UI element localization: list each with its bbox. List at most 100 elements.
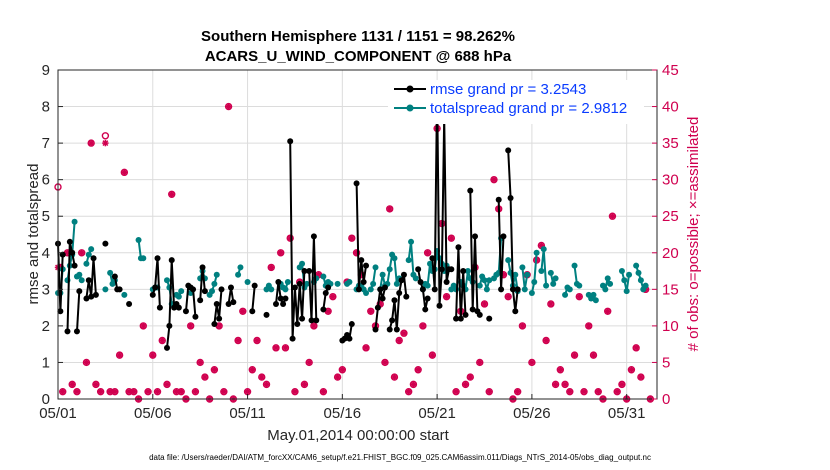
- rmse-point: [372, 326, 379, 333]
- spread-point: [621, 277, 628, 284]
- spread-point: [140, 255, 147, 262]
- y-tick-label-right: 5: [662, 354, 670, 371]
- spread-point: [637, 277, 644, 284]
- obs-assimilated-marker: [320, 388, 327, 395]
- spread-point: [562, 291, 569, 298]
- rmse-point: [149, 291, 156, 298]
- spread-point: [175, 293, 182, 300]
- spread-point: [531, 279, 538, 286]
- spread-point: [391, 255, 398, 262]
- rmse-point: [71, 262, 78, 269]
- obs-assimilated-marker: [168, 191, 175, 198]
- rmse-point: [507, 194, 514, 201]
- rmse-point: [154, 255, 161, 262]
- spread-point: [211, 280, 218, 287]
- obs-assimilated-marker: [239, 308, 247, 315]
- rmse-point: [197, 297, 204, 304]
- rmse-point: [251, 282, 258, 289]
- legend-spread-label: totalspread grand pr = 2.9812: [430, 100, 627, 117]
- obs-assimilated-marker: [424, 249, 431, 256]
- obs-assimilated-marker: [542, 337, 550, 344]
- obs-assimilated-marker: [282, 344, 289, 352]
- rmse-point: [431, 286, 438, 293]
- obs-assimilated-marker: [557, 366, 564, 373]
- rmse-point: [476, 311, 483, 318]
- rmse-point: [299, 315, 306, 322]
- legend: rmse grand pr = 3.2543 totalspread grand…: [388, 80, 644, 124]
- y-tick-label-right: 40: [662, 99, 679, 116]
- rmse-point: [460, 268, 467, 275]
- spread-point: [379, 271, 386, 278]
- rmse-point: [379, 295, 386, 302]
- spread-point: [566, 286, 573, 293]
- x-axis-label: May.01,2014 00:00:00 start: [267, 427, 449, 444]
- obs-assimilated-marker: [396, 337, 403, 344]
- rmse-point: [88, 293, 95, 300]
- rmse-point: [500, 233, 507, 240]
- obs-assimilated-marker: [102, 139, 109, 147]
- y-tick-label-right: 10: [662, 318, 679, 335]
- spread-point: [635, 269, 642, 276]
- spread-point: [213, 271, 220, 278]
- y-tick-label-right: 45: [662, 62, 679, 79]
- spread-point: [71, 218, 78, 225]
- obs-assimilated-marker: [211, 366, 218, 373]
- rmse-point: [386, 326, 393, 333]
- spread-point: [602, 286, 609, 293]
- obs-assimilated-marker: [481, 300, 488, 308]
- rmse-point: [168, 257, 175, 264]
- spread-point: [533, 249, 540, 256]
- rmse-point: [306, 268, 313, 275]
- spread-point: [543, 282, 550, 289]
- obs-assimilated-marker: [381, 359, 389, 366]
- y-tick-label-right: 20: [662, 245, 679, 262]
- obs-assimilated-marker: [429, 351, 436, 359]
- spread-point: [633, 262, 640, 269]
- plot-frame: [57, 69, 658, 400]
- spread-point: [464, 268, 471, 275]
- spread-point: [235, 271, 242, 278]
- rmse-point: [66, 238, 73, 245]
- rmse-point: [175, 304, 182, 311]
- y-tick-label-right: 25: [662, 208, 679, 225]
- obs-assimilated-marker: [272, 344, 280, 352]
- spread-point: [618, 268, 625, 275]
- obs-assimilated-marker: [310, 322, 318, 330]
- legend-rmse-label: rmse grand pr = 3.2543: [430, 81, 586, 98]
- series-layer: [55, 85, 649, 351]
- rmse-line-segment: [213, 289, 223, 325]
- spread-point: [550, 280, 557, 287]
- obs-assimilated-marker: [249, 366, 256, 373]
- obs-possible-marker: [101, 132, 110, 140]
- obs-assimilated-marker: [585, 322, 592, 330]
- obs-assimilated-marker: [196, 359, 204, 366]
- rmse-point: [201, 288, 208, 295]
- spread-point: [571, 262, 578, 269]
- rmse-point: [448, 266, 455, 273]
- obs-assimilated-marker: [287, 234, 294, 242]
- obs-assimilated-marker: [547, 300, 555, 308]
- obs-assimilated-marker: [448, 234, 455, 242]
- rmse-point: [415, 266, 422, 273]
- obs-assimilated-marker: [163, 381, 171, 388]
- rmse-point: [429, 255, 436, 262]
- spread-point: [372, 264, 379, 271]
- spread-point: [405, 257, 412, 264]
- rmse-point: [190, 286, 197, 293]
- rmse-point: [296, 280, 303, 287]
- obs-assimilated-marker: [362, 344, 370, 352]
- spread-point: [282, 286, 289, 293]
- rmse-point: [320, 306, 327, 313]
- obs-assimilated-marker: [613, 388, 621, 395]
- obs-assimilated-marker: [604, 308, 611, 315]
- x-tick-label: 05/26: [513, 405, 551, 422]
- x-tick-label: 05/11: [229, 405, 265, 422]
- y-axis-right: 0 5 10 15 20 25 30 35 40 45: [652, 62, 679, 408]
- obs-assimilated-marker: [244, 388, 251, 395]
- rmse-point: [225, 300, 232, 307]
- spread-point: [88, 246, 95, 253]
- x-tick-label: 05/16: [324, 405, 362, 422]
- obs-assimilated-marker: [187, 322, 194, 330]
- rmse-point: [69, 249, 76, 256]
- legend-spread-marker: [406, 104, 414, 112]
